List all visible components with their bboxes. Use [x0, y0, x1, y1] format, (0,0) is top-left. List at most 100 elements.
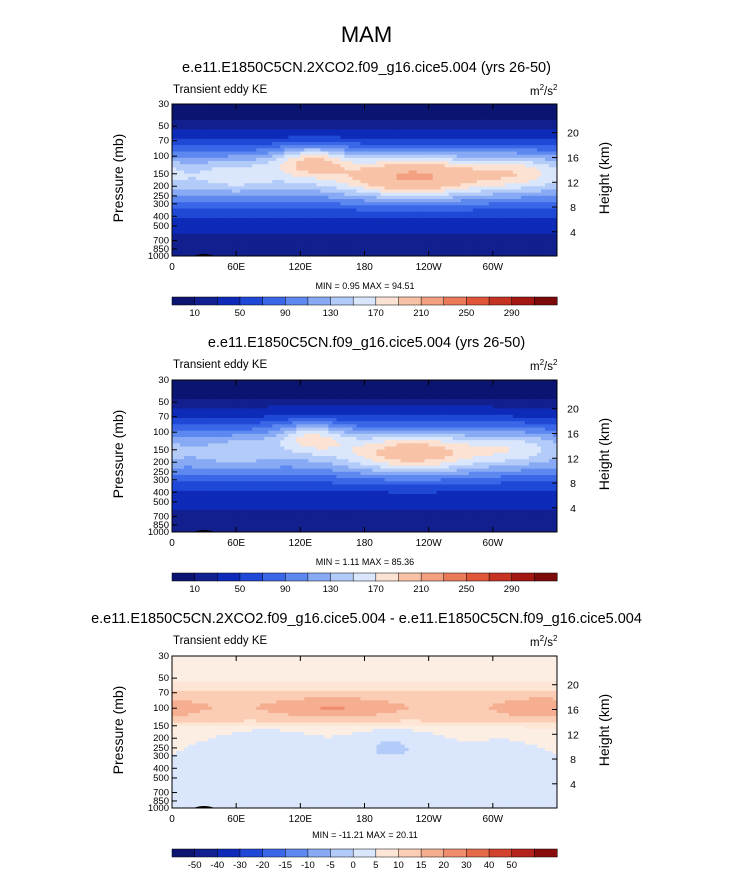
field-cell — [452, 183, 458, 187]
field-cell — [376, 113, 381, 118]
field-cell — [460, 110, 466, 114]
field-cell — [264, 107, 269, 111]
field-cell — [392, 246, 397, 251]
field-cell — [292, 154, 297, 159]
field-cell — [520, 110, 526, 114]
field-cell — [220, 154, 225, 159]
field-cell — [192, 221, 197, 225]
field-cell — [484, 237, 490, 241]
field-cell — [308, 157, 313, 162]
field-cell — [428, 129, 434, 133]
field-cell — [252, 138, 257, 143]
field-cell — [180, 123, 185, 127]
field-cell — [416, 383, 422, 387]
field-cell — [468, 240, 474, 244]
field-cell — [260, 192, 265, 197]
field-cell — [308, 116, 313, 121]
field-cell — [504, 252, 510, 257]
field-cell — [388, 107, 393, 111]
field-cell — [408, 135, 414, 140]
field-cell — [228, 154, 233, 159]
field-cell — [216, 205, 221, 209]
field-cell — [400, 230, 405, 235]
field-cell — [212, 221, 217, 225]
field-cell — [464, 211, 470, 216]
field-cell — [256, 240, 261, 244]
field-cell — [248, 237, 253, 241]
field-cell — [252, 230, 257, 235]
field-cell — [420, 199, 426, 203]
field-cell — [244, 104, 249, 108]
field-cell — [524, 164, 530, 168]
field-cell — [364, 164, 369, 168]
field-cell — [248, 221, 253, 225]
field-cell — [468, 249, 474, 254]
field-cell — [520, 227, 526, 232]
field-cell — [536, 227, 542, 232]
field-cell — [424, 186, 430, 190]
field-cell — [200, 380, 205, 384]
field-cell — [440, 237, 446, 241]
field-cell — [196, 386, 201, 390]
field-cell — [448, 167, 454, 171]
field-cell — [296, 107, 301, 111]
field-cell — [172, 129, 177, 133]
field-cell — [324, 192, 329, 197]
field-cell — [488, 386, 494, 390]
field-cell — [280, 119, 285, 124]
field-cell — [540, 186, 546, 190]
field-cell — [412, 202, 418, 206]
field-cell — [536, 145, 542, 149]
field-cell — [428, 205, 434, 209]
field-cell — [272, 240, 277, 244]
field-cell — [344, 170, 349, 175]
field-cell — [252, 123, 257, 127]
field-cell — [320, 176, 325, 181]
field-cell — [520, 249, 526, 254]
field-cell — [228, 123, 233, 127]
field-cell — [548, 142, 554, 146]
field-cell — [364, 104, 369, 108]
field-cell — [248, 380, 253, 384]
field-cell — [424, 151, 430, 156]
field-cell — [492, 170, 498, 175]
y-tick-label: 150 — [153, 169, 169, 180]
field-cell — [172, 218, 177, 222]
field-cell — [548, 240, 554, 244]
field-cell — [320, 142, 325, 146]
field-cell — [384, 176, 389, 181]
field-cell — [492, 218, 498, 222]
field-cell — [428, 176, 434, 181]
field-cell — [340, 202, 345, 206]
field-cell — [500, 205, 506, 209]
field-cell — [524, 227, 530, 232]
field-cell — [204, 211, 209, 216]
field-cell — [172, 157, 177, 162]
field-cell — [264, 192, 269, 197]
field-cell — [384, 240, 389, 244]
field-cell — [516, 180, 522, 184]
field-cell — [256, 249, 261, 254]
field-cell — [408, 170, 414, 175]
field-cell — [272, 214, 277, 219]
field-cell — [396, 176, 401, 181]
field-cell — [520, 113, 526, 118]
field-cell — [204, 145, 209, 149]
field-cell — [260, 142, 265, 146]
field-cell — [256, 195, 261, 200]
field-cell — [332, 151, 337, 156]
field-cell — [288, 154, 293, 159]
field-cell — [228, 142, 233, 146]
field-cell — [260, 386, 265, 390]
field-cell — [336, 208, 341, 213]
field-cell — [260, 383, 265, 387]
field-cell — [544, 107, 550, 111]
field-cell — [172, 243, 177, 247]
field-cell — [216, 202, 221, 206]
field-cell — [176, 132, 181, 137]
field-cell — [380, 246, 385, 251]
field-cell — [320, 180, 325, 184]
field-cell — [468, 110, 474, 114]
field-cell — [340, 132, 345, 137]
field-cell — [536, 148, 542, 152]
